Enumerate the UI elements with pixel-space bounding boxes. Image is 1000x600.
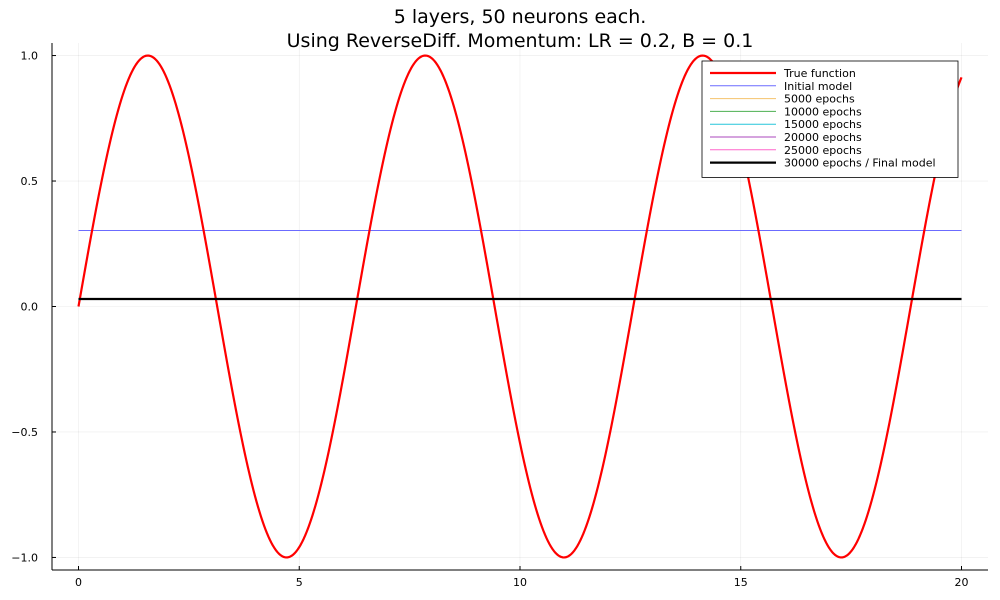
x-tick-label-0: 0	[75, 576, 82, 589]
legend-label-5: 20000 epochs	[784, 131, 862, 144]
legend-label-0: True function	[783, 67, 856, 80]
legend-label-3: 10000 epochs	[784, 105, 862, 118]
chart-title-line1: 5 layers, 50 neurons each.	[394, 6, 647, 28]
y-tick-label-3: 0.5	[21, 175, 39, 188]
axes	[51, 43, 988, 571]
legend-label-2: 5000 epochs	[784, 93, 855, 106]
legend-box	[701, 60, 959, 178]
y-tick-label-4: 1.0	[21, 50, 39, 63]
chart-title-line2: Using ReverseDiff. Momentum: LR = 0.2, B…	[287, 30, 754, 52]
legend-label-4: 15000 epochs	[784, 118, 862, 131]
x-tick-label-4: 20	[955, 576, 969, 589]
x-tick-label-2: 10	[513, 576, 527, 589]
y-tick-label-1: −0.5	[11, 426, 38, 439]
series-line-0	[77, 54, 963, 559]
plot-area	[77, 54, 963, 559]
x-tick-label-3: 15	[734, 576, 748, 589]
x-tick-label-1: 5	[296, 576, 303, 589]
legend-label-7: 30000 epochs / Final model	[784, 157, 936, 170]
tick-labels: 0 5 10 15 20 −1.0 −0.5 0.0 0.5 1.0	[11, 50, 968, 589]
legend-label-6: 25000 epochs	[784, 144, 862, 157]
legend-label-1: Initial model	[784, 80, 852, 93]
y-tick-label-2: 0.0	[21, 301, 39, 314]
y-tick-label-0: −1.0	[11, 551, 38, 564]
